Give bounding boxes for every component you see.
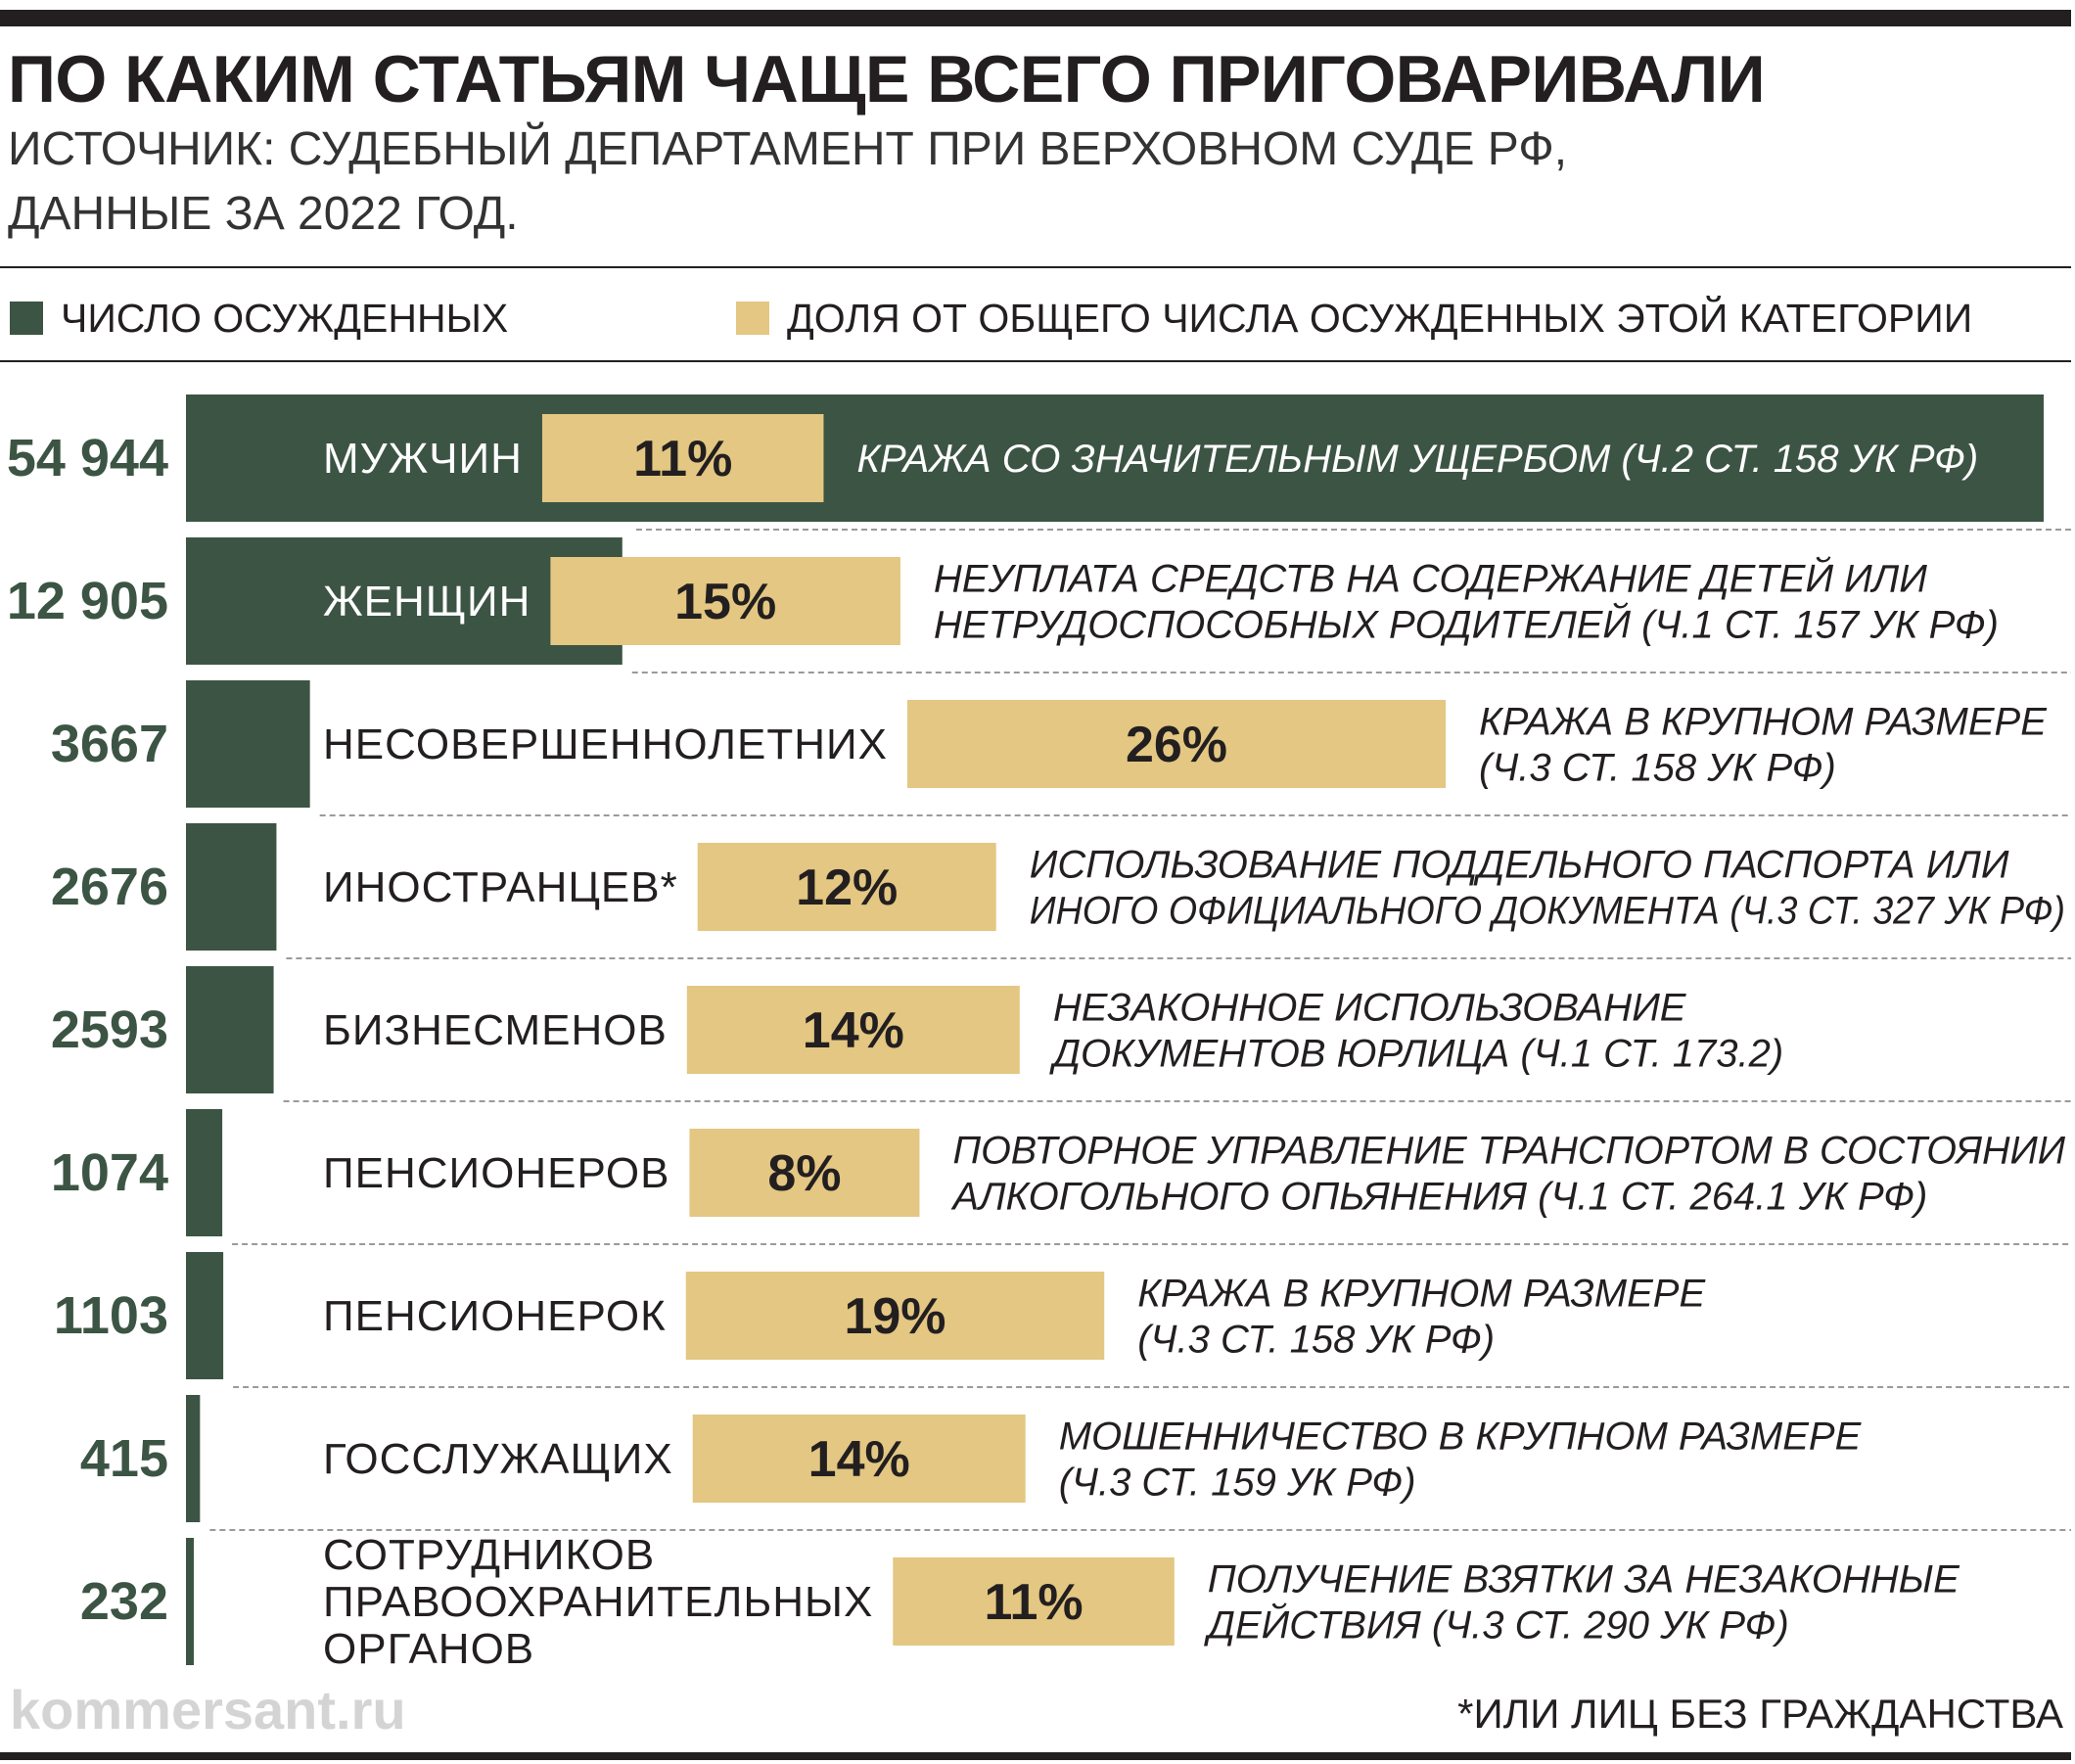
share-bar	[685, 1272, 1105, 1360]
count-bar	[186, 395, 2044, 522]
category-label: ПРАВООХРАНИТЕЛЬНЫХ	[323, 1578, 873, 1626]
category-label: ПЕНСИОНЕРОВ	[323, 1149, 669, 1197]
article-label: ДОКУМЕНТОВ ЮРЛИЦА (Ч.1 СТ. 173.2)	[1049, 1033, 1783, 1076]
share-bar	[692, 1415, 1026, 1503]
count-bar	[186, 680, 310, 808]
count-bar	[186, 823, 277, 951]
category-label: ЖЕНЩИН	[323, 578, 530, 626]
count-label: 2593	[51, 1000, 168, 1059]
chart-row: 1074 ПЕНСИОНЕРОВ 8% ПОВТОРНОЕ УПРАВЛЕНИЕ ТР…	[51, 1100, 2071, 1236]
share-label: 14%	[808, 1431, 910, 1488]
article-label: НЕЗАКОННОЕ ИСПОЛЬЗОВАНИЕ	[1053, 987, 1687, 1030]
category-label: ГОССЛУЖАЩИХ	[323, 1435, 673, 1483]
category-label: СОТРУДНИКОВ	[323, 1531, 655, 1579]
share-label: 11%	[633, 431, 732, 487]
count-label: 1103	[54, 1286, 168, 1345]
share-bar	[686, 986, 1020, 1074]
top-rule	[0, 10, 2071, 26]
bottom-rule	[0, 1752, 2071, 1760]
chart-row: 3667 НЕСОВЕРШЕННОЛЕТНИХ 26% КРАЖА В КРУПНОМ…	[51, 672, 2071, 808]
share-label: 11%	[984, 1574, 1083, 1631]
share-label: 14%	[803, 1002, 904, 1059]
article-label: КРАЖА В КРУПНОМ РАЗМЕРЕ	[1137, 1273, 1706, 1316]
article-label: ИНОГО ОФИЦИАЛЬНОГО ДОКУМЕНТА (Ч.3 СТ. 32…	[1030, 890, 2065, 933]
count-label: 54 944	[7, 429, 168, 487]
article-label: КРАЖА СО ЗНАЧИТЕЛЬНЫМ УЩЕРБОМ (Ч.2 СТ. 1…	[856, 438, 1978, 481]
count-label: 2676	[51, 858, 168, 916]
count-bar	[186, 1395, 201, 1522]
legend-share-swatch	[736, 302, 769, 335]
header-rule	[0, 266, 2071, 268]
article-label: МОШЕННИЧЕСТВО В КРУПНОМ РАЗМЕРЕ	[1059, 1416, 1863, 1459]
share-bar	[697, 843, 996, 931]
source-line-2: ДАННЫЕ ЗА 2022 ГОД.	[8, 188, 519, 240]
article-label: ДЕЙСТВИЯ (Ч.3 СТ. 290 УК РФ)	[1204, 1602, 1789, 1648]
chart-row: 1103 ПЕНСИОНЕРОК 19% КРАЖА В КРУПНОМ РАЗМЕР…	[54, 1243, 2071, 1379]
share-label: 8%	[767, 1145, 841, 1202]
count-label: 415	[80, 1429, 168, 1488]
count-label: 1074	[51, 1143, 168, 1202]
category-label: НЕСОВЕРШЕННОЛЕТНИХ	[323, 720, 888, 768]
article-label: НЕУПЛАТА СРЕДСТВ НА СОДЕРЖАНИЕ ДЕТЕЙ ИЛИ	[934, 556, 1927, 601]
count-bar	[186, 966, 274, 1093]
legend-rule	[0, 360, 2071, 362]
count-bar	[186, 1252, 224, 1379]
category-label: БИЗНЕСМЕНОВ	[323, 1006, 668, 1054]
article-label: (Ч.3 СТ. 158 УК РФ)	[1137, 1319, 1495, 1362]
category-label: ОРГАНОВ	[323, 1625, 534, 1673]
chart-row: 2676 ИНОСТРАНЦЕВ* 12% ИСПОЛЬЗОВАНИЕ ПОДДЕЛЬ…	[51, 814, 2071, 951]
article-label: КРАЖА В КРУПНОМ РАЗМЕРЕ	[1479, 701, 2048, 744]
share-label: 15%	[674, 574, 776, 630]
share-bar	[541, 414, 824, 502]
legend-share-label: ДОЛЯ ОТ ОБЩЕГО ЧИСЛА ОСУЖДЕННЫХ ЭТОЙ КАТ…	[787, 295, 1973, 341]
legend-count: ЧИСЛО ОСУЖДЕННЫХ	[10, 296, 508, 341]
legend-share: ДОЛЯ ОТ ОБЩЕГО ЧИСЛА ОСУЖДЕННЫХ ЭТОЙ КАТ…	[736, 296, 1972, 341]
count-bar	[186, 1538, 195, 1665]
article-label: АЛКОГОЛЬНОГО ОПЬЯНЕНИЯ (Ч.1 СТ. 264.1 УК…	[950, 1176, 1927, 1219]
source-line-1: ИСТОЧНИК: СУДЕБНЫЙ ДЕПАРТАМЕНТ ПРИ ВЕРХО…	[8, 123, 1568, 175]
share-bar	[893, 1557, 1175, 1646]
count-label: 232	[80, 1572, 168, 1631]
count-bar	[186, 1109, 223, 1236]
category-label: ПЕНСИОНЕРОК	[323, 1292, 667, 1340]
page-title: ПО КАКИМ СТАТЬЯМ ЧАЩЕ ВСЕГО ПРИГОВАРИВАЛ…	[8, 42, 1766, 116]
count-label: 3667	[51, 715, 168, 773]
share-bar	[907, 700, 1447, 788]
article-label: (Ч.3 СТ. 159 УК РФ)	[1059, 1462, 1416, 1505]
share-bar	[689, 1129, 920, 1217]
legend-count-swatch	[10, 302, 43, 335]
chart-row: 54 944 МУЖЧИН 11% КРАЖА СО ЗНАЧИТЕЛЬНЫМ УЩЕ…	[7, 395, 2044, 522]
article-label: (Ч.3 СТ. 158 УК РФ)	[1479, 747, 1836, 790]
share-label: 19%	[844, 1288, 945, 1345]
watermark: kommersant.ru	[10, 1679, 406, 1741]
article-label: ПОВТОРНОЕ УПРАВЛЕНИЕ ТРАНСПОРТОМ В СОСТО…	[952, 1130, 2065, 1173]
chart-row: 2593 БИЗНЕСМЕНОВ 14% НЕЗАКОННОЕ ИСПОЛЬЗОВАН…	[51, 957, 2071, 1093]
article-label: НЕТРУДОСПОСОБНЫХ РОДИТЕЛЕЙ (Ч.1 СТ. 157 …	[934, 602, 1999, 647]
count-label: 12 905	[7, 572, 168, 630]
chart-row: 12 905 ЖЕНЩИН 15% НЕУПЛАТА СРЕДСТВ НА СОДЕР…	[7, 529, 2071, 665]
chart-row: 415 ГОССЛУЖАЩИХ 14% МОШЕННИЧЕСТВО В КРУПНОМ…	[80, 1386, 2071, 1522]
share-label: 12%	[796, 859, 898, 916]
article-label: ИСПОЛЬЗОВАНИЕ ПОДДЕЛЬНОГО ПАСПОРТА ИЛИ	[1030, 844, 2009, 887]
count-bar	[186, 537, 622, 665]
category-label: ИНОСТРАНЦЕВ*	[323, 863, 678, 911]
article-label: ПОЛУЧЕНИЕ ВЗЯТКИ ЗА НЕЗАКОННЫЕ	[1208, 1558, 1960, 1602]
footnote: *ИЛИ ЛИЦ БЕЗ ГРАЖДАНСТВА	[1457, 1691, 2063, 1737]
share-bar	[550, 557, 900, 645]
legend-count-label: ЧИСЛО ОСУЖДЕННЫХ	[61, 295, 509, 341]
category-label: МУЖЧИН	[323, 435, 523, 483]
share-label: 26%	[1126, 717, 1227, 773]
source-note: ИСТОЧНИК: СУДЕБНЫЙ ДЕПАРТАМЕНТ ПРИ ВЕРХО…	[8, 117, 1567, 247]
